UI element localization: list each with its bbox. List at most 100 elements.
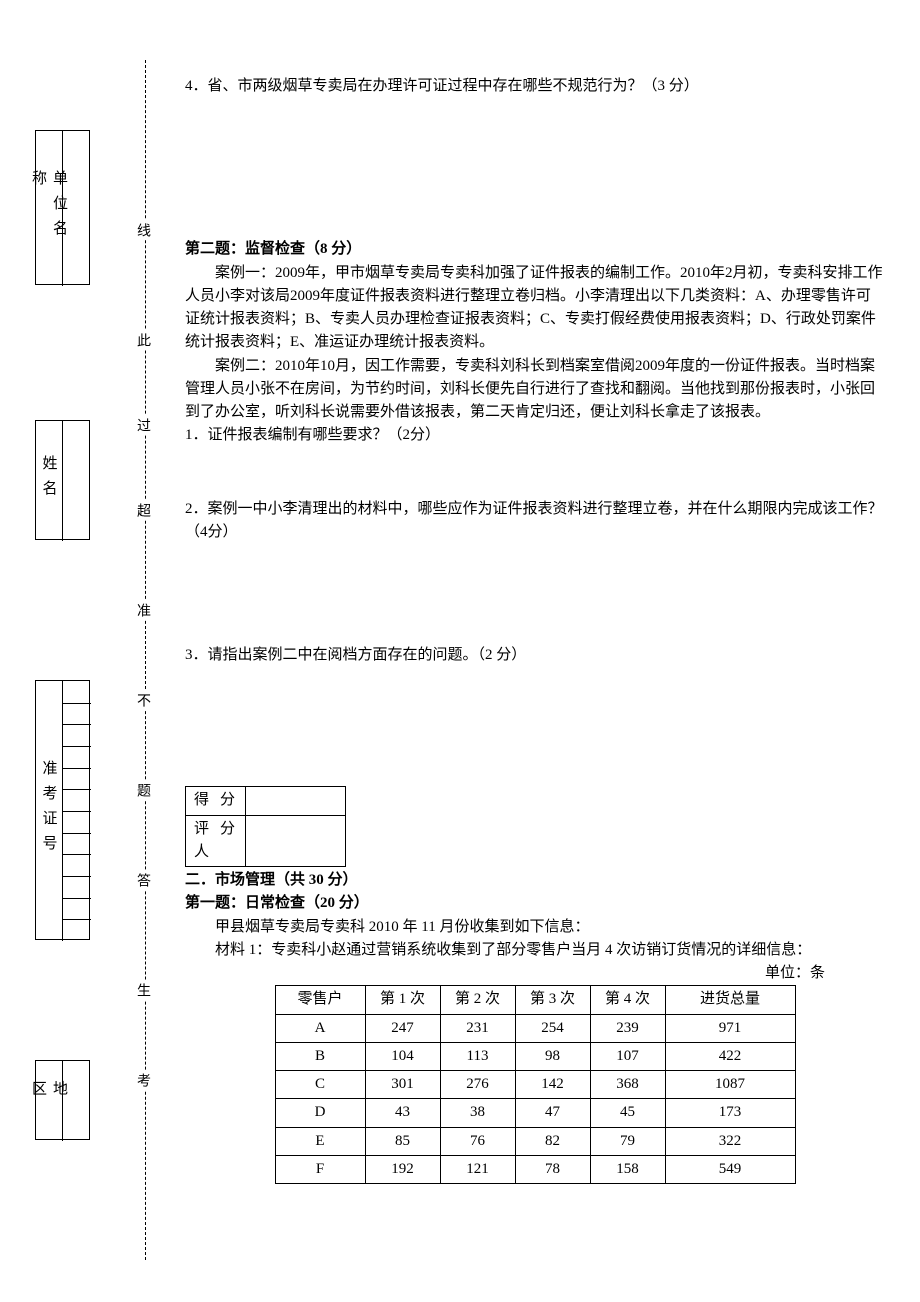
- table-cell: 78: [515, 1155, 590, 1183]
- col-header: 第 4 次: [590, 986, 665, 1014]
- table-cell: 43: [365, 1099, 440, 1127]
- dash-char: 考: [132, 1070, 152, 1090]
- region-label: 地区: [28, 1081, 70, 1120]
- exam-id-label: 准考证号: [39, 760, 60, 860]
- score-label: 得 分: [186, 787, 246, 815]
- table-cell: F: [275, 1155, 365, 1183]
- table-cell: 239: [590, 1014, 665, 1042]
- table-cell: 173: [665, 1099, 795, 1127]
- table-cell: 368: [590, 1071, 665, 1099]
- name-box: 姓名: [35, 420, 90, 540]
- question-4: 4．省、市两级烟草专卖局在办理许可证过程中存在哪些不规范行为？（3 分）: [185, 75, 885, 98]
- divider: [62, 421, 63, 541]
- unit-name-box: 单位名称: [35, 130, 90, 285]
- exam-id-box: 准考证号: [35, 680, 90, 940]
- table-cell: 971: [665, 1014, 795, 1042]
- table-cell: 422: [665, 1042, 795, 1070]
- part-2-line-1: 甲县烟草专卖局专卖科 2010 年 11 月份收集到如下信息：: [185, 916, 885, 939]
- table-cell: 158: [590, 1155, 665, 1183]
- col-header: 第 1 次: [365, 986, 440, 1014]
- table-row: C3012761423681087: [275, 1071, 795, 1099]
- table-cell: D: [275, 1099, 365, 1127]
- exam-sidebar: 单位名称 姓名 准考证号 地区: [20, 0, 140, 1302]
- table-cell: 276: [440, 1071, 515, 1099]
- grid-line: [62, 789, 91, 790]
- table-row: F19212178158549: [275, 1155, 795, 1183]
- grid-line: [62, 768, 91, 769]
- part-2-q1-title: 第一题：日常检查（20 分）: [185, 892, 885, 915]
- table-cell: 104: [365, 1042, 440, 1070]
- table-cell: 82: [515, 1127, 590, 1155]
- table-cell: 549: [665, 1155, 795, 1183]
- table-cell: 121: [440, 1155, 515, 1183]
- grid-line: [62, 811, 91, 812]
- sub-question-2: 2．案例一中小李清理出的材料中，哪些应作为证件报表资料进行整理立卷，并在什么期限…: [185, 498, 885, 545]
- table-cell: 192: [365, 1155, 440, 1183]
- sub-question-1: 1．证件报表编制有哪些要求？（2分）: [185, 424, 885, 447]
- case-1-span: 案例一：2009年，甲市烟草专卖局专卖科加强了证件报表的编制工作。2010年2月…: [185, 265, 883, 351]
- part-2-line-2: 材料 1：专卖科小赵通过营销系统收集到了部分零售户当月 4 次访销订货情况的详细…: [185, 939, 885, 962]
- table-cell: 301: [365, 1071, 440, 1099]
- table-row: B10411398107422: [275, 1042, 795, 1070]
- grid-line: [62, 876, 91, 877]
- dash-char: 准: [132, 600, 152, 620]
- grid-line: [62, 919, 91, 920]
- main-content: 4．省、市两级烟草专卖局在办理许可证过程中存在哪些不规范行为？（3 分） 第二题…: [185, 75, 885, 1184]
- col-header: 进货总量: [665, 986, 795, 1014]
- grid-line: [62, 833, 91, 834]
- table-cell: 322: [665, 1127, 795, 1155]
- table-cell: C: [275, 1071, 365, 1099]
- table-cell: 98: [515, 1042, 590, 1070]
- score-value: [246, 787, 346, 815]
- dash-char: 不: [132, 690, 152, 710]
- dash-char: 题: [132, 780, 152, 800]
- col-header: 零售户: [275, 986, 365, 1014]
- case-2-span: 案例二：2010年10月，因工作需要，专卖科刘科长到档案室借阅2009年度的一份…: [185, 358, 875, 421]
- name-label: 姓名: [39, 455, 60, 505]
- grader-value: [246, 815, 346, 867]
- score-table: 得 分 评分人: [185, 786, 346, 867]
- order-data-table: 零售户第 1 次第 2 次第 3 次第 4 次进货总量 A24723125423…: [275, 985, 796, 1184]
- dash-char: 答: [132, 870, 152, 890]
- dash-char: 生: [132, 980, 152, 1000]
- table-cell: 113: [440, 1042, 515, 1070]
- table-row: A247231254239971: [275, 1014, 795, 1042]
- table-body: A247231254239971B10411398107422C30127614…: [275, 1014, 795, 1184]
- grader-label: 评分人: [186, 815, 246, 867]
- col-header: 第 3 次: [515, 986, 590, 1014]
- table-cell: 38: [440, 1099, 515, 1127]
- table-cell: 247: [365, 1014, 440, 1042]
- dash-char: 过: [132, 415, 152, 435]
- col-header: 第 2 次: [440, 986, 515, 1014]
- case-1-text: 案例一：2009年，甲市烟草专卖局专卖科加强了证件报表的编制工作。2010年2月…: [185, 262, 885, 355]
- table-cell: A: [275, 1014, 365, 1042]
- table-row: E85768279322: [275, 1127, 795, 1155]
- dash-char: 此: [132, 330, 152, 350]
- table-cell: 85: [365, 1127, 440, 1155]
- grid-line: [62, 898, 91, 899]
- table-header-row: 零售户第 1 次第 2 次第 3 次第 4 次进货总量: [275, 986, 795, 1014]
- section-2-title: 第二题：监督检查（8 分）: [185, 238, 885, 261]
- table-cell: 231: [440, 1014, 515, 1042]
- unit-name-label: 单位名称: [28, 169, 70, 246]
- table-cell: 79: [590, 1127, 665, 1155]
- grid-line: [62, 724, 91, 725]
- case-2-text: 案例二：2010年10月，因工作需要，专卖科刘科长到档案室借阅2009年度的一份…: [185, 355, 885, 425]
- table-cell: 254: [515, 1014, 590, 1042]
- region-box: 地区: [35, 1060, 90, 1140]
- table-cell: 107: [590, 1042, 665, 1070]
- part-2-title: 二．市场管理（共 30 分）: [185, 869, 885, 892]
- table-cell: 1087: [665, 1071, 795, 1099]
- grid-line: [62, 746, 91, 747]
- grid-line: [62, 703, 91, 704]
- table-cell: B: [275, 1042, 365, 1070]
- table-cell: 76: [440, 1127, 515, 1155]
- dash-char: 线: [132, 220, 152, 240]
- table-cell: 45: [590, 1099, 665, 1127]
- table-cell: 47: [515, 1099, 590, 1127]
- sub-question-3: 3．请指出案例二中在阅档方面存在的问题。（2 分）: [185, 644, 885, 667]
- dash-char: 超: [132, 500, 152, 520]
- grid-line: [62, 854, 91, 855]
- table-row: D43384745173: [275, 1099, 795, 1127]
- table-cell: 142: [515, 1071, 590, 1099]
